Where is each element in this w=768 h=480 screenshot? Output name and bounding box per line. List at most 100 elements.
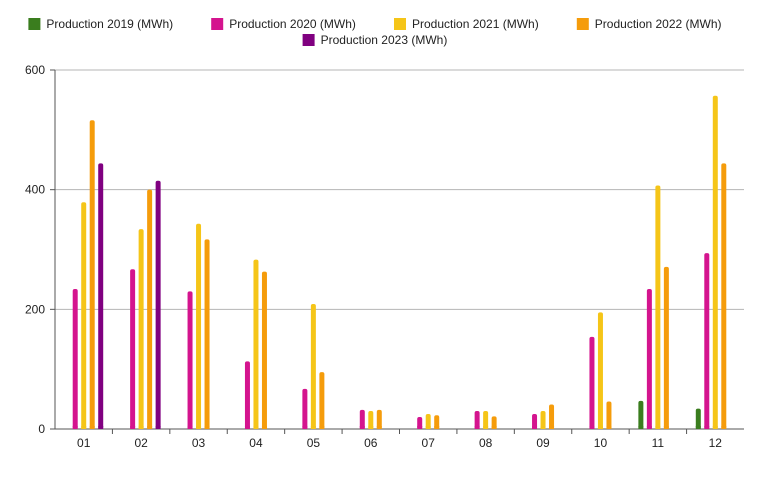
legend-swatch xyxy=(211,18,224,30)
x-tick-label: 10 xyxy=(594,436,608,450)
bar-base-series-4-cat-10 xyxy=(606,426,612,429)
x-tick-label: 05 xyxy=(307,436,321,450)
bar-series-4-cat-10 xyxy=(606,401,612,429)
bar-base-series-3-cat-08 xyxy=(483,426,489,429)
legend-swatch xyxy=(576,18,589,30)
bar-series-4-cat-08 xyxy=(491,416,497,429)
legend-label: Production 2019 (MWh) xyxy=(46,17,173,31)
bar-base-series-3-cat-05 xyxy=(310,426,316,429)
y-tick-label: 200 xyxy=(25,302,45,316)
bar-series-2-cat-11 xyxy=(646,288,652,429)
bar-base-series-3-cat-03 xyxy=(196,426,202,429)
x-axis: 01 02 03 04 05 06 07 08 09 10 11 12 xyxy=(55,428,744,450)
bar-base-series-4-cat-02 xyxy=(147,426,153,429)
bar-series-4-cat-06 xyxy=(376,409,382,429)
x-tick-label: 04 xyxy=(249,436,263,450)
bar-series-3-cat-01 xyxy=(81,202,87,429)
bar-base-series-4-cat-12 xyxy=(721,426,727,429)
bar-series-2-cat-04 xyxy=(244,361,250,429)
bar-series-3-cat-07 xyxy=(425,414,431,429)
legend-label: Production 2023 (MWh) xyxy=(321,33,448,47)
x-tick-label: 03 xyxy=(192,436,206,450)
bar-base-series-4-cat-01 xyxy=(89,426,95,429)
bar-base-series-3-cat-09 xyxy=(540,426,546,429)
x-tick-label: 08 xyxy=(479,436,493,450)
x-tick-label: 07 xyxy=(422,436,436,450)
bar-series-5-cat-02 xyxy=(155,180,161,429)
bar-base-series-4-cat-06 xyxy=(376,426,382,429)
bar-base-series-4-cat-04 xyxy=(261,426,267,429)
bar-base-series-2-cat-07 xyxy=(417,426,423,429)
bar-base-series-1-cat-11 xyxy=(638,426,644,429)
bar-base-series-2-cat-05 xyxy=(302,426,308,429)
bar-base-series-4-cat-08 xyxy=(491,426,497,429)
bar-base-series-2-cat-06 xyxy=(359,426,365,429)
bar-base-series-2-cat-10 xyxy=(589,426,595,429)
bar-series-2-cat-10 xyxy=(589,336,595,429)
y-tick-label: 0 xyxy=(38,422,45,436)
bar-series-2-cat-03 xyxy=(187,291,193,429)
bar-series-2-cat-12 xyxy=(704,253,710,429)
bars xyxy=(72,95,727,429)
bar-base-series-3-cat-12 xyxy=(712,426,718,429)
x-tick-label: 01 xyxy=(77,436,91,450)
bar-base-series-2-cat-11 xyxy=(646,426,652,429)
bar-series-4-cat-12 xyxy=(721,163,727,429)
bar-base-series-4-cat-07 xyxy=(434,426,440,429)
bar-series-1-cat-11 xyxy=(638,400,644,429)
bar-series-3-cat-04 xyxy=(253,259,259,429)
legend-item-2[interactable]: Production 2020 (MWh) xyxy=(211,17,356,31)
bar-base-series-5-cat-02 xyxy=(155,426,161,429)
bar-series-3-cat-12 xyxy=(712,95,718,429)
x-tick-label: 09 xyxy=(536,436,550,450)
bar-series-3-cat-05 xyxy=(310,303,316,429)
bar-series-4-cat-02 xyxy=(147,189,153,429)
legend-swatch xyxy=(302,34,315,46)
bar-base-series-2-cat-03 xyxy=(187,426,193,429)
y-tick-label: 400 xyxy=(25,183,45,197)
bar-base-series-3-cat-02 xyxy=(138,426,144,429)
legend-label: Production 2021 (MWh) xyxy=(412,17,539,31)
bar-base-series-5-cat-01 xyxy=(98,426,104,429)
legend-item-3[interactable]: Production 2021 (MWh) xyxy=(394,17,539,31)
bar-series-4-cat-09 xyxy=(549,404,555,429)
bar-base-series-3-cat-01 xyxy=(81,426,87,429)
bar-series-2-cat-09 xyxy=(532,414,538,429)
bar-series-1-cat-12 xyxy=(695,408,701,429)
bar-base-series-4-cat-09 xyxy=(549,426,555,429)
bar-base-series-3-cat-10 xyxy=(597,426,603,429)
legend-item-4[interactable]: Production 2022 (MWh) xyxy=(576,17,722,31)
bar-base-series-3-cat-07 xyxy=(425,426,431,429)
bar-series-2-cat-01 xyxy=(72,288,78,429)
bar-series-2-cat-05 xyxy=(302,388,308,429)
bar-base-series-2-cat-09 xyxy=(532,426,538,429)
bar-series-3-cat-10 xyxy=(597,312,603,429)
legend-item-1[interactable]: Production 2019 (MWh) xyxy=(28,17,173,31)
legend-label: Production 2022 (MWh) xyxy=(595,17,722,31)
legend-label: Production 2020 (MWh) xyxy=(229,17,356,31)
bar-base-series-4-cat-11 xyxy=(663,426,669,429)
x-tick-label: 06 xyxy=(364,436,378,450)
legend-item-5[interactable]: Production 2023 (MWh) xyxy=(302,33,448,47)
bar-series-4-cat-11 xyxy=(663,266,669,429)
bar-base-series-2-cat-12 xyxy=(704,426,710,429)
bar-series-2-cat-02 xyxy=(130,269,136,429)
bar-series-2-cat-06 xyxy=(359,409,365,429)
legend-swatch xyxy=(394,18,406,30)
bar-series-4-cat-04 xyxy=(261,271,267,429)
bar-base-series-2-cat-08 xyxy=(474,426,480,429)
bar-base-series-2-cat-02 xyxy=(130,426,136,429)
bar-series-4-cat-05 xyxy=(319,372,325,429)
legend: Production 2019 (MWh) Production 2020 (MW… xyxy=(28,17,722,47)
gridlines xyxy=(55,69,744,310)
x-tick-label: 12 xyxy=(709,436,723,450)
bar-series-4-cat-03 xyxy=(204,239,210,429)
bar-series-3-cat-06 xyxy=(368,411,374,429)
bar-series-2-cat-08 xyxy=(474,411,480,429)
bar-series-3-cat-08 xyxy=(483,411,489,429)
bar-series-3-cat-02 xyxy=(138,229,144,429)
y-axis: 0 200 400 600 xyxy=(25,63,56,436)
y-tick-label: 600 xyxy=(25,63,45,77)
x-tick-label: 02 xyxy=(134,436,148,450)
